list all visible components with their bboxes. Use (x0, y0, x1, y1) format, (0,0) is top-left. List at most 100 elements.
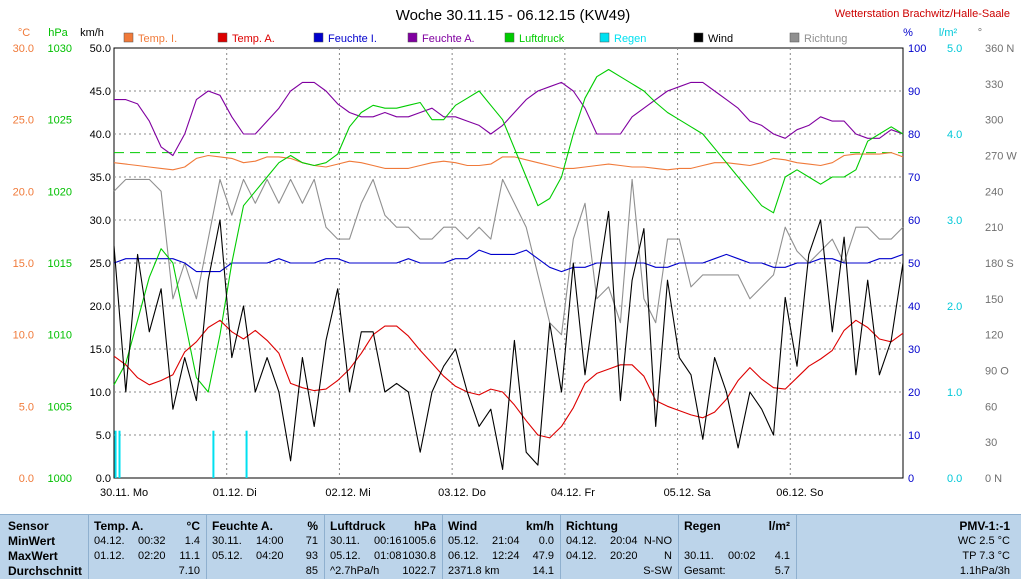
stat-date: 05.12. (330, 550, 361, 562)
stat-date: 30.11. (330, 535, 360, 547)
tick-label-humidity: 80 (908, 129, 920, 141)
legend-swatch (407, 32, 418, 43)
tick-label-humidity: 90 (908, 86, 920, 98)
tick-label-wind: 40.0 (90, 129, 111, 141)
series-line-luftdruck (113, 68, 904, 393)
tick-label-humidity: 60 (908, 215, 920, 227)
stats-rain-unit: l/m² (768, 519, 790, 533)
series-line-temp-i (113, 152, 904, 171)
stats-sensor-column: Sensor MinWert MaxWert Durchschnitt (8, 519, 86, 579)
tick-label-humidity: 100 (908, 43, 926, 55)
station-name: Wetterstation Brachwitz/Halle-Saale (835, 8, 1010, 20)
stat-total-label: Gesamt: (684, 565, 726, 577)
stat-value: 1.4 (184, 535, 200, 547)
stats-pressure-column: Luftdruck hPa 30.11. 00:16 1005.6 05.12. 01:… (330, 519, 436, 579)
stat-date: 04.12. (94, 535, 125, 547)
tick-label-direction: 300 (985, 115, 1003, 127)
tick-label-humidity: 40 (908, 301, 920, 313)
stat-value: 5.7 (774, 565, 790, 577)
tick-label-direction: 0 N (985, 473, 1002, 485)
tick-label-direction: 180 S (985, 258, 1014, 270)
stat-value: S-SW (643, 565, 672, 577)
stat-value: 7.10 (178, 565, 200, 577)
stats-row-label: MinWert (8, 534, 56, 548)
tick-label-rain: 1.0 (947, 387, 962, 399)
series-line-feuchte-i (113, 249, 904, 273)
series-line-wind (113, 210, 904, 470)
legend-label: Feuchte A. (422, 33, 475, 45)
stat-time: 20:04 (610, 535, 638, 547)
stats-press-title: Luftdruck (330, 519, 386, 533)
stat-time: 12:24 (492, 550, 520, 562)
stat-pmv-value: TP 7.3 °C (962, 550, 1010, 562)
axis-unit-temp: °C (18, 27, 30, 39)
tick-label-rain: 4.0 (947, 129, 962, 141)
tick-label-pressure: 1030 (48, 43, 72, 55)
tick-label-direction: 120 (985, 330, 1003, 342)
stat-time: 00:32 (138, 535, 166, 547)
legend-label: Temp. A. (232, 33, 275, 45)
stat-value: 93 (305, 550, 318, 562)
tick-label-direction: 360 N (985, 43, 1014, 55)
stat-value: N (664, 550, 672, 562)
tick-label-wind: 25.0 (90, 258, 111, 270)
axis-unit-direction: ° (978, 27, 982, 39)
tick-label-direction: 330 (985, 79, 1003, 91)
stats-row-label: MaxWert (8, 549, 58, 563)
legend-label: Wind (708, 33, 733, 45)
legend-label: Temp. I. (138, 33, 177, 45)
tick-label-rain: 0.0 (947, 473, 962, 485)
stats-pmv-title: PMV-1:-1 (959, 519, 1010, 533)
chart-title: Woche 30.11.15 - 06.12.15 (KW49) (396, 7, 631, 24)
tick-label-pressure: 1015 (48, 258, 72, 270)
legend-label: Regen (614, 33, 646, 45)
tick-label-temp: 25.0 (13, 115, 34, 127)
tick-label-humidity: 70 (908, 172, 920, 184)
stats-pmv-column: PMV-1:-1 WC 2.5 °C TP 7.3 °C 1.1hPa/3h (880, 519, 1010, 579)
tick-label-direction: 210 (985, 222, 1003, 234)
x-axis-labels: 30.11. Mo 01.12. Di 02.12. Mi 03.12. Do 04.1… (100, 487, 823, 499)
legend-swatch (789, 32, 800, 43)
stats-sensor-title: Sensor (8, 519, 49, 533)
tick-label-direction: 30 (985, 437, 997, 449)
stats-rain-column: Regen l/m² 30.11. 00:02 4.1 Gesamt: 5.7 (684, 519, 790, 579)
stat-pmv-value: WC 2.5 °C (957, 535, 1010, 547)
legend-swatch (504, 32, 515, 43)
stats-temp-unit: °C (186, 519, 200, 533)
legend-swatch (123, 32, 134, 43)
tick-label-pressure: 1000 (48, 473, 72, 485)
stat-pmv-value: 1.1hPa/3h (959, 565, 1010, 577)
tick-label-temp: 20.0 (13, 186, 34, 198)
stat-time: 01:08 (374, 550, 402, 562)
axis-unit-wind: km/h (80, 27, 104, 39)
x-tick-label: 30.11. Mo (100, 487, 148, 499)
stat-value: 0.0 (538, 535, 554, 547)
tick-label-humidity: 10 (908, 430, 920, 442)
tick-label-temp: 30.0 (13, 43, 34, 55)
legend-swatch (693, 32, 704, 43)
tick-label-temp: 5.0 (19, 401, 34, 413)
series-line-temp-a (113, 319, 904, 439)
stat-date: 04.12. (566, 550, 597, 562)
tick-label-direction: 90 O (985, 366, 1009, 378)
stats-temp-title: Temp. A. (94, 519, 144, 533)
tick-label-wind: 0.0 (96, 473, 111, 485)
tick-label-wind: 35.0 (90, 172, 111, 184)
legend-label: Luftdruck (519, 33, 565, 45)
stats-direction-column: Richtung 04.12. 20:04 N-NO 04.12. 20:20 N S-… (566, 519, 672, 579)
stats-rain-title: Regen (684, 519, 721, 533)
stats-hum-unit: % (307, 519, 318, 533)
stat-time: 04:20 (256, 550, 284, 562)
stat-time: 20:20 (610, 550, 638, 562)
tick-label-humidity: 30 (908, 344, 920, 356)
x-tick-label: 01.12. Di (213, 487, 257, 499)
x-tick-label: 04.12. Fr (551, 487, 595, 499)
stat-date: 05.12. (448, 535, 479, 547)
tick-label-direction: 150 (985, 294, 1003, 306)
stat-date: 01.12. (94, 550, 125, 562)
stat-value: 1005.6 (402, 535, 436, 547)
legend-swatch (217, 32, 228, 43)
tick-label-temp: 15.0 (13, 258, 34, 270)
tick-label-wind: 45.0 (90, 86, 111, 98)
tick-label-wind: 15.0 (90, 344, 111, 356)
